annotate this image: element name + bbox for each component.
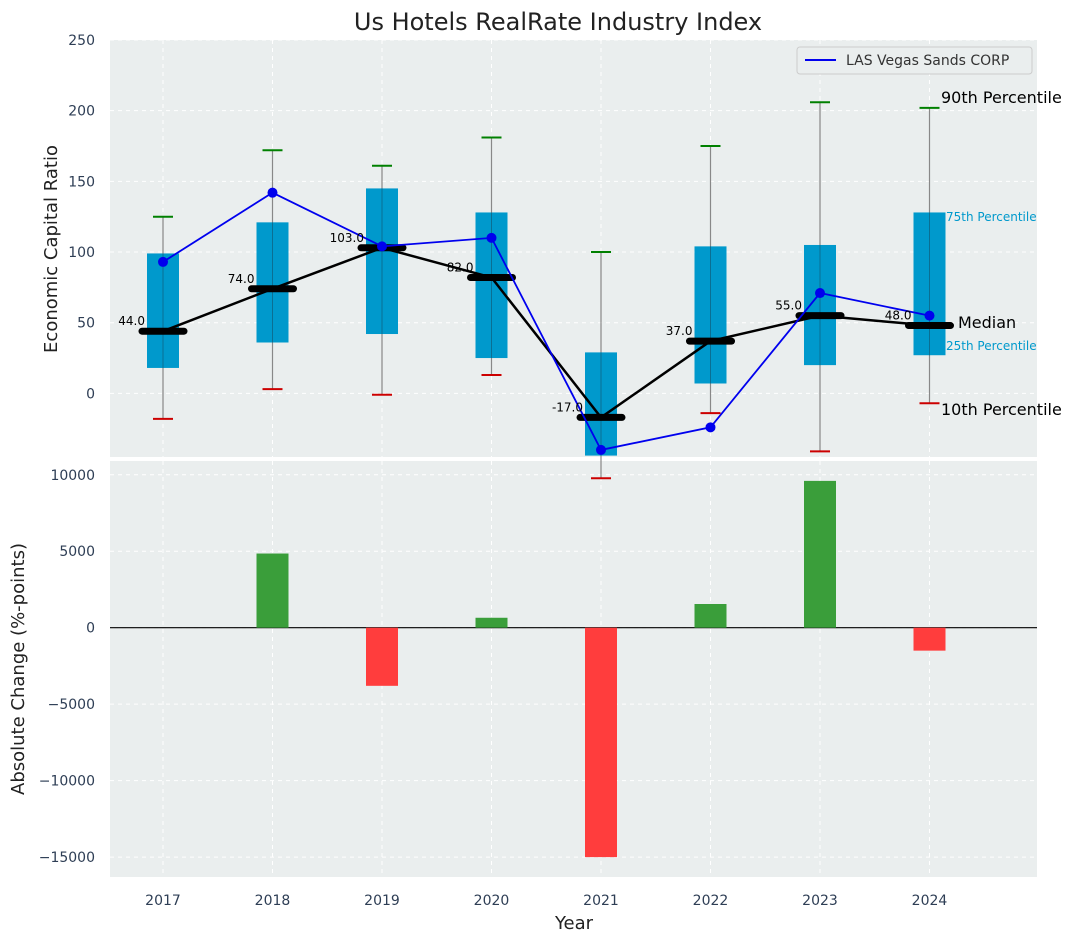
top-y-tick-label: 0 bbox=[86, 386, 95, 402]
change-bar bbox=[585, 627, 617, 858]
x-tick-label: 2017 bbox=[145, 893, 181, 909]
annotation-p10: 10th Percentile bbox=[941, 400, 1062, 419]
legend: LAS Vegas Sands CORP bbox=[796, 46, 1033, 75]
x-tick-label: 2020 bbox=[474, 893, 510, 909]
median-value-label: -17.0 bbox=[552, 400, 583, 414]
company-series-point bbox=[705, 422, 716, 433]
median-value-label: 48.0 bbox=[885, 309, 912, 323]
series-lines-group bbox=[138, 187, 954, 455]
x-tick-label: 2023 bbox=[802, 893, 838, 909]
change-bar bbox=[694, 604, 727, 628]
chart-title: Us Hotels RealRate Industry Index bbox=[354, 8, 762, 36]
median-value-label: 44.0 bbox=[118, 314, 145, 328]
x-tick-label: 2018 bbox=[255, 893, 291, 909]
bottom-y-tick-label: 10000 bbox=[50, 468, 95, 484]
annotation-p90: 90th Percentile bbox=[941, 88, 1062, 107]
annotation-p75: 75th Percentile bbox=[946, 210, 1037, 224]
change-bars-group bbox=[110, 480, 1037, 858]
annotation-p25: 25th Percentile bbox=[946, 339, 1037, 353]
top-y-tick-label: 100 bbox=[68, 245, 95, 261]
bottom-y-tick-label: −15000 bbox=[39, 850, 95, 866]
change-bar bbox=[475, 617, 508, 628]
top-y-tick-label: 200 bbox=[68, 104, 95, 120]
company-series-line bbox=[162, 191, 930, 451]
x-tick-label: 2021 bbox=[583, 893, 619, 909]
company-series-point bbox=[486, 232, 497, 243]
median-value-label: 74.0 bbox=[228, 272, 255, 286]
labels-group: 0 50 100 150 200 250 −15000 −10000 −5000 0 5000 100… bbox=[39, 33, 948, 909]
top-y-tick-label: 150 bbox=[68, 174, 95, 190]
median-value-label: 55.0 bbox=[775, 299, 802, 313]
company-series-point bbox=[267, 187, 278, 198]
median-value-label: 37.0 bbox=[666, 324, 693, 338]
company-series-point bbox=[815, 288, 825, 299]
company-series-point bbox=[158, 256, 168, 267]
change-bar bbox=[256, 553, 289, 628]
change-bar bbox=[913, 627, 946, 651]
annotation-median: Median bbox=[958, 313, 1016, 332]
top-panel-background bbox=[110, 40, 1037, 457]
legend-label: LAS Vegas Sands CORP bbox=[846, 53, 1009, 69]
bottom-y-tick-label: 0 bbox=[86, 621, 95, 637]
median-value-label: 103.0 bbox=[330, 231, 364, 245]
top-y-axis-label: Economic Capital Ratio bbox=[41, 145, 62, 353]
company-series-point bbox=[596, 444, 606, 455]
x-tick-label: 2022 bbox=[693, 893, 729, 909]
median-value-label: 82.0 bbox=[447, 260, 474, 274]
bottom-y-tick-label: 5000 bbox=[59, 544, 95, 560]
change-bar bbox=[804, 480, 836, 628]
median-trend-line bbox=[162, 246, 930, 420]
x-tick-label: 2024 bbox=[912, 893, 948, 909]
bottom-y-tick-label: −10000 bbox=[39, 774, 95, 790]
company-series-point bbox=[377, 241, 387, 252]
legend-box bbox=[796, 46, 1033, 75]
top-y-tick-label: 50 bbox=[77, 316, 95, 332]
x-tick-label: 2019 bbox=[364, 893, 400, 909]
change-bar bbox=[366, 627, 398, 686]
company-series-point bbox=[924, 310, 935, 321]
bottom-y-tick-label: −5000 bbox=[48, 697, 95, 713]
x-axis-label: Year bbox=[554, 913, 594, 934]
top-y-tick-label: 250 bbox=[68, 33, 95, 49]
bottom-y-axis-label: Absolute Change (%-points) bbox=[8, 543, 29, 795]
bottom-panel-background bbox=[110, 461, 1037, 877]
